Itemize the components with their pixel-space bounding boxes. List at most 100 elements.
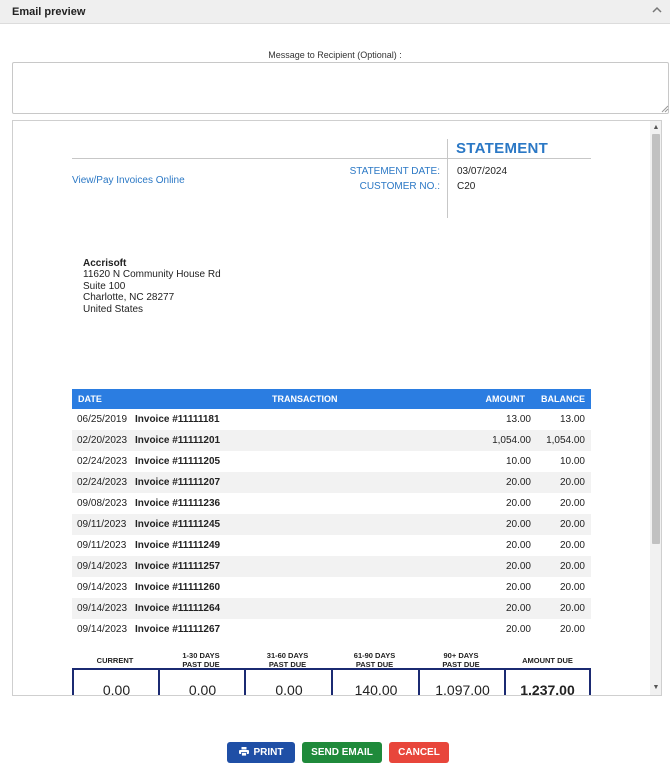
address-city: Charlotte, NC 28277 — [83, 292, 175, 303]
row-amount: 20.00 — [505, 498, 531, 509]
statement-date-label: STATEMENT DATE: — [349, 166, 440, 177]
col-transaction: TRANSACTION — [272, 394, 338, 404]
row-balance: 20.00 — [559, 561, 585, 572]
header-vertical-divider — [447, 139, 448, 218]
scroll-thumb[interactable] — [652, 134, 660, 544]
customer-no-label: CUSTOMER NO.: — [359, 181, 440, 192]
row-balance: 20.00 — [559, 603, 585, 614]
row-date: 02/24/2023 — [77, 477, 128, 488]
row-date: 09/11/2023 — [77, 519, 127, 530]
cancel-button[interactable]: CANCEL — [389, 742, 449, 763]
address-line-2: Suite 100 — [83, 281, 126, 292]
row-transaction: Invoice #11111181 — [135, 414, 220, 425]
row-amount: 20.00 — [505, 540, 531, 551]
address-company: Accrisoft — [83, 258, 127, 269]
chevron-up-icon[interactable] — [650, 4, 664, 18]
print-label: PRINT — [253, 747, 284, 758]
row-balance: 20.00 — [559, 519, 585, 530]
customer-no-value: C20 — [457, 181, 476, 192]
statement-date-value: 03/07/2024 — [457, 166, 508, 177]
print-button[interactable]: PRINT — [227, 742, 295, 763]
table-row: 02/20/2023 Invoice #11111201 1,054.00 1,054… — [72, 430, 591, 451]
row-amount: 20.00 — [505, 519, 531, 530]
col-date: DATE — [78, 394, 102, 404]
row-amount: 20.00 — [505, 603, 531, 614]
row-transaction: Invoice #11111201 — [135, 435, 221, 446]
row-date: 09/14/2023 — [77, 603, 128, 614]
row-date: 09/14/2023 — [77, 561, 128, 572]
table-row: 06/25/2019 Invoice #11111181 13.00 13.00 — [72, 409, 591, 430]
row-date: 06/25/2019 — [77, 414, 128, 425]
table-row: 09/14/2023 Invoice #11111257 20.00 20.00 — [72, 556, 591, 577]
panel-title: Email preview — [12, 6, 86, 18]
table-row: 02/24/2023 Invoice #11111207 20.00 20.00 — [72, 472, 591, 493]
aging-label-31-60-days: 31-60 DAYS PAST DUE — [266, 651, 309, 669]
col-balance: BALANCE — [541, 394, 585, 404]
message-input[interactable] — [12, 62, 669, 114]
header-divider — [72, 158, 591, 159]
row-date: 09/11/2023 — [77, 540, 127, 551]
table-row: 09/08/2023 Invoice #11111236 20.00 20.00 — [72, 493, 591, 514]
row-date: 09/14/2023 — [77, 624, 128, 635]
aging-label-61-90-days: 61-90 DAYS PAST DUE — [353, 651, 396, 669]
row-transaction: Invoice #11111205 — [135, 456, 221, 467]
row-transaction: Invoice #11111257 — [135, 561, 221, 572]
row-amount: 20.00 — [505, 561, 531, 572]
table-row: 09/14/2023 Invoice #11111260 20.00 20.00 — [72, 577, 591, 598]
row-transaction: Invoice #11111236 — [135, 498, 221, 509]
statement-title: STATEMENT — [456, 140, 549, 157]
row-date: 02/20/2023 — [77, 435, 128, 446]
row-balance: 13.00 — [559, 414, 585, 425]
row-transaction: Invoice #11111264 — [135, 603, 221, 614]
view-pay-invoices-link[interactable]: View/Pay Invoices Online — [72, 175, 185, 186]
row-balance: 20.00 — [559, 498, 585, 509]
row-transaction: Invoice #11111267 — [135, 624, 221, 635]
statement-document: STATEMENT STATEMENT DATE: 03/07/2024 CUS… — [13, 121, 650, 695]
aging-value-amount-due: 1,237.00 — [504, 668, 591, 695]
col-amount: AMOUNT — [485, 394, 526, 404]
row-balance: 1,054.00 — [546, 435, 585, 446]
row-amount: 1,054.00 — [492, 435, 531, 446]
aging-value-1-30-days: 0.00 — [158, 668, 245, 695]
aging-value-31-60-days: 0.00 — [244, 668, 332, 695]
row-date: 09/08/2023 — [77, 498, 128, 509]
transactions-table-header: DATE TRANSACTION AMOUNT BALANCE — [72, 389, 591, 409]
table-row: 09/11/2023 Invoice #11111249 20.00 20.00 — [72, 535, 591, 556]
row-balance: 20.00 — [559, 582, 585, 593]
row-balance: 20.00 — [559, 540, 585, 551]
row-amount: 13.00 — [505, 414, 531, 425]
scroll-up-icon[interactable]: ▲ — [652, 124, 660, 131]
aging-value-current: 0.00 — [72, 668, 159, 695]
row-balance: 10.00 — [559, 456, 585, 467]
row-transaction: Invoice #11111245 — [135, 519, 221, 530]
aging-label-current: CURRENT — [96, 656, 134, 665]
aging-value-90-plus-days: 1,097.00 — [418, 668, 505, 695]
row-balance: 20.00 — [559, 624, 585, 635]
row-amount: 20.00 — [505, 624, 531, 635]
row-date: 09/14/2023 — [77, 582, 128, 593]
resize-grip-icon[interactable] — [661, 105, 669, 113]
table-row: 09/14/2023 Invoice #11111264 20.00 20.00 — [72, 598, 591, 619]
aging-label-1-30-days: 1-30 DAYS PAST DUE — [182, 651, 220, 669]
row-date: 02/24/2023 — [77, 456, 128, 467]
row-amount: 10.00 — [505, 456, 531, 467]
row-transaction: Invoice #11111260 — [135, 582, 221, 593]
preview-scrollbar[interactable]: ▲ ▼ — [650, 121, 661, 695]
row-balance: 20.00 — [559, 477, 585, 488]
panel-header: Email preview — [0, 0, 670, 24]
send-email-button[interactable]: SEND EMAIL — [302, 742, 382, 763]
row-transaction: Invoice #11111207 — [135, 477, 221, 488]
email-preview-frame: STATEMENT STATEMENT DATE: 03/07/2024 CUS… — [12, 120, 662, 696]
message-label: Message to Recipient (Optional) : — [268, 50, 402, 60]
address-line-1: 11620 N Community House Rd — [83, 269, 221, 280]
scroll-down-icon[interactable]: ▼ — [652, 684, 660, 691]
aging-label-amount-due: AMOUNT DUE — [522, 656, 573, 665]
aging-value-61-90-days: 140.00 — [331, 668, 419, 695]
row-amount: 20.00 — [505, 477, 531, 488]
table-row: 09/14/2023 Invoice #11111267 20.00 20.00 — [72, 619, 591, 640]
row-amount: 20.00 — [505, 582, 531, 593]
table-row: 02/24/2023 Invoice #11111205 10.00 10.00 — [72, 451, 591, 472]
printer-icon — [238, 747, 249, 756]
row-transaction: Invoice #11111249 — [135, 540, 221, 551]
aging-label-90-plus-days: 90+ DAYS PAST DUE — [442, 651, 480, 669]
